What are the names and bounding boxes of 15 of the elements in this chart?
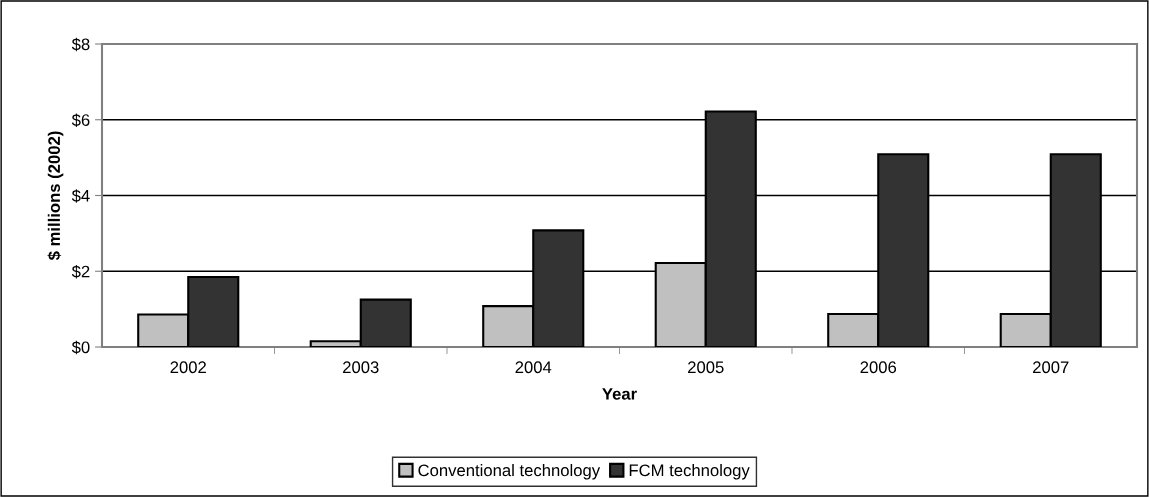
- x-tick-label: 2006: [860, 361, 897, 374]
- x-axis-title: Year: [602, 388, 637, 400]
- x-tick-label: 2007: [1033, 361, 1069, 374]
- x-tick-label: 2005: [688, 361, 724, 374]
- x-tick-label: 2003: [343, 361, 379, 374]
- legend-label: Conventional technology: [418, 463, 601, 480]
- y-tick-label: $4: [71, 189, 90, 203]
- y-tick-label: $8: [71, 37, 90, 52]
- x-tick-label: 2002: [170, 361, 206, 374]
- y-tick-label: $0: [71, 340, 90, 355]
- y-axis-title: $ millions (2002): [47, 131, 64, 261]
- x-tick-label: 2004: [515, 361, 552, 374]
- y-tick-label: $2: [71, 264, 90, 279]
- y-tick-label: $6: [71, 113, 90, 127]
- legend-label: FCM technology: [629, 463, 750, 480]
